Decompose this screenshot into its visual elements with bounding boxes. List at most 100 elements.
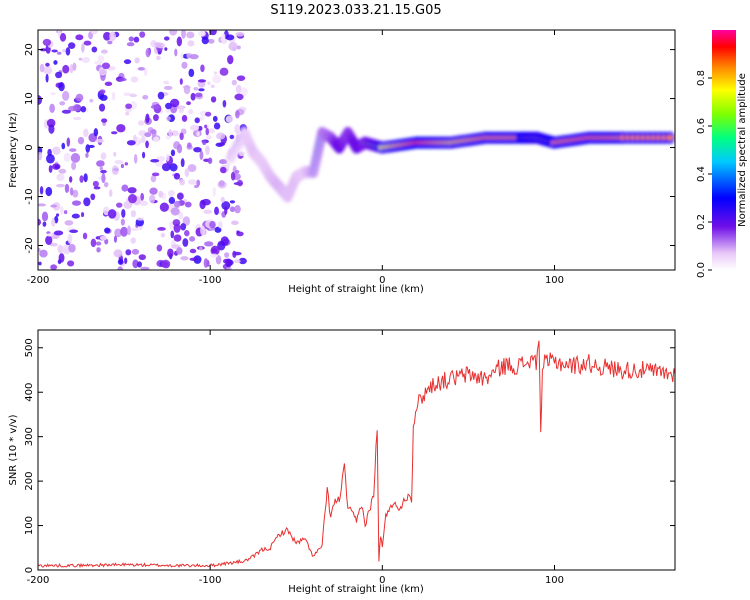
noise-speckle: [210, 84, 215, 89]
noise-speckle: [199, 150, 204, 160]
noise-speckle: [46, 154, 55, 164]
noise-speckle: [214, 206, 219, 216]
noise-speckle: [83, 128, 89, 138]
noise-speckle: [55, 183, 66, 188]
noise-speckle: [205, 145, 210, 156]
noise-speckle: [132, 259, 139, 269]
colorbar: 0.0 0.2 0.4 0.6 0.8 Normalized spectral ampl…: [696, 30, 748, 278]
noise-speckle: [188, 68, 195, 78]
noise-speckle: [168, 196, 176, 205]
noise-speckle: [171, 130, 179, 137]
noise-speckle: [104, 81, 113, 87]
noise-speckle: [49, 242, 58, 247]
noise-speckle: [213, 122, 221, 130]
noise-speckle: [90, 193, 96, 201]
noise-speckle: [130, 76, 139, 83]
x-tick-label: -100: [199, 275, 222, 286]
noise-speckle: [163, 36, 170, 41]
noise-speckle: [235, 110, 240, 119]
noise-speckle: [193, 147, 202, 153]
noise-speckle: [184, 168, 190, 178]
noise-speckle: [142, 95, 149, 100]
y-tick-label: 500: [24, 338, 35, 357]
noise-speckle: [174, 48, 178, 57]
noise-speckle: [113, 249, 123, 258]
noise-speckle: [56, 173, 65, 182]
noise-speckle: [212, 186, 217, 197]
noise-speckle: [196, 131, 200, 137]
noise-speckle: [130, 210, 137, 218]
noise-speckle: [120, 226, 129, 237]
noise-speckle: [39, 186, 44, 195]
noise-speckle: [235, 31, 245, 37]
noise-speckle: [212, 115, 218, 122]
noise-speckle: [216, 132, 226, 140]
noise-speckle: [180, 52, 184, 60]
noise-speckle: [138, 139, 142, 144]
noise-speckle: [203, 209, 213, 215]
noise-speckle: [100, 235, 108, 241]
noise-speckle: [83, 173, 88, 183]
noise-speckle: [96, 160, 105, 167]
noise-speckle: [65, 47, 71, 56]
noise-speckle: [212, 74, 222, 84]
noise-speckle: [128, 194, 137, 204]
noise-speckle: [236, 179, 243, 187]
noise-speckle: [108, 189, 113, 197]
noise-speckle: [181, 114, 188, 122]
noise-speckle: [58, 168, 67, 174]
x-ticks-2: -200 -100 0 100: [27, 330, 564, 586]
noise-speckle: [83, 40, 92, 46]
noise-speckle: [134, 57, 140, 64]
noise-speckle: [137, 66, 145, 71]
noise-speckle: [81, 56, 90, 64]
noise-speckle: [200, 30, 206, 37]
noise-speckle: [69, 187, 74, 196]
noise-speckle: [55, 71, 63, 79]
noise-speckle: [55, 213, 60, 217]
noise-speckle: [189, 236, 196, 242]
noise-speckle: [236, 45, 241, 50]
noise-speckle: [218, 142, 226, 146]
noise-speckle: [157, 91, 165, 100]
noise-speckle: [209, 30, 217, 36]
noise-speckle: [68, 176, 73, 183]
noise-speckle: [153, 114, 159, 122]
noise-speckle: [104, 227, 111, 234]
noise-speckle: [125, 111, 130, 116]
y-axis-label-2: SNR (10 * v/v): [8, 414, 19, 485]
noise-speckle: [172, 219, 181, 227]
noise-speckle: [45, 235, 53, 245]
colorbar-tick-label: 0.8: [696, 70, 707, 86]
noise-speckle: [230, 171, 236, 181]
noise-speckle: [158, 190, 164, 198]
snr-panel: -200 -100 0 100 0 100 200 300 400 500 Height of …: [8, 329, 676, 595]
noise-speckle: [189, 124, 200, 131]
noise-speckle: [112, 91, 116, 101]
y-tick-label: 300: [24, 427, 35, 446]
noise-speckle: [69, 148, 77, 152]
noise-speckle: [61, 109, 72, 114]
noise-speckle: [225, 115, 234, 123]
noise-speckle: [210, 245, 220, 256]
noise-speckle: [69, 64, 74, 74]
noise-speckle: [189, 248, 197, 254]
noise-speckle: [149, 194, 156, 204]
noise-speckle: [184, 230, 190, 237]
noise-speckle: [38, 203, 47, 207]
noise-speckle: [117, 266, 124, 270]
noise-speckle: [126, 140, 136, 146]
noise-speckle: [45, 62, 50, 67]
noise-speckle: [187, 179, 197, 185]
noise-speckle: [229, 200, 236, 204]
noise-speckle: [179, 78, 183, 85]
noise-speckle: [114, 159, 124, 165]
noise-speckle: [136, 217, 145, 221]
noise-speckle: [72, 104, 81, 112]
noise-speckle: [234, 93, 244, 101]
noise-speckle: [197, 125, 203, 131]
noise-speckle: [123, 92, 132, 96]
noise-speckle: [156, 244, 163, 252]
noise-speckle: [176, 192, 184, 200]
